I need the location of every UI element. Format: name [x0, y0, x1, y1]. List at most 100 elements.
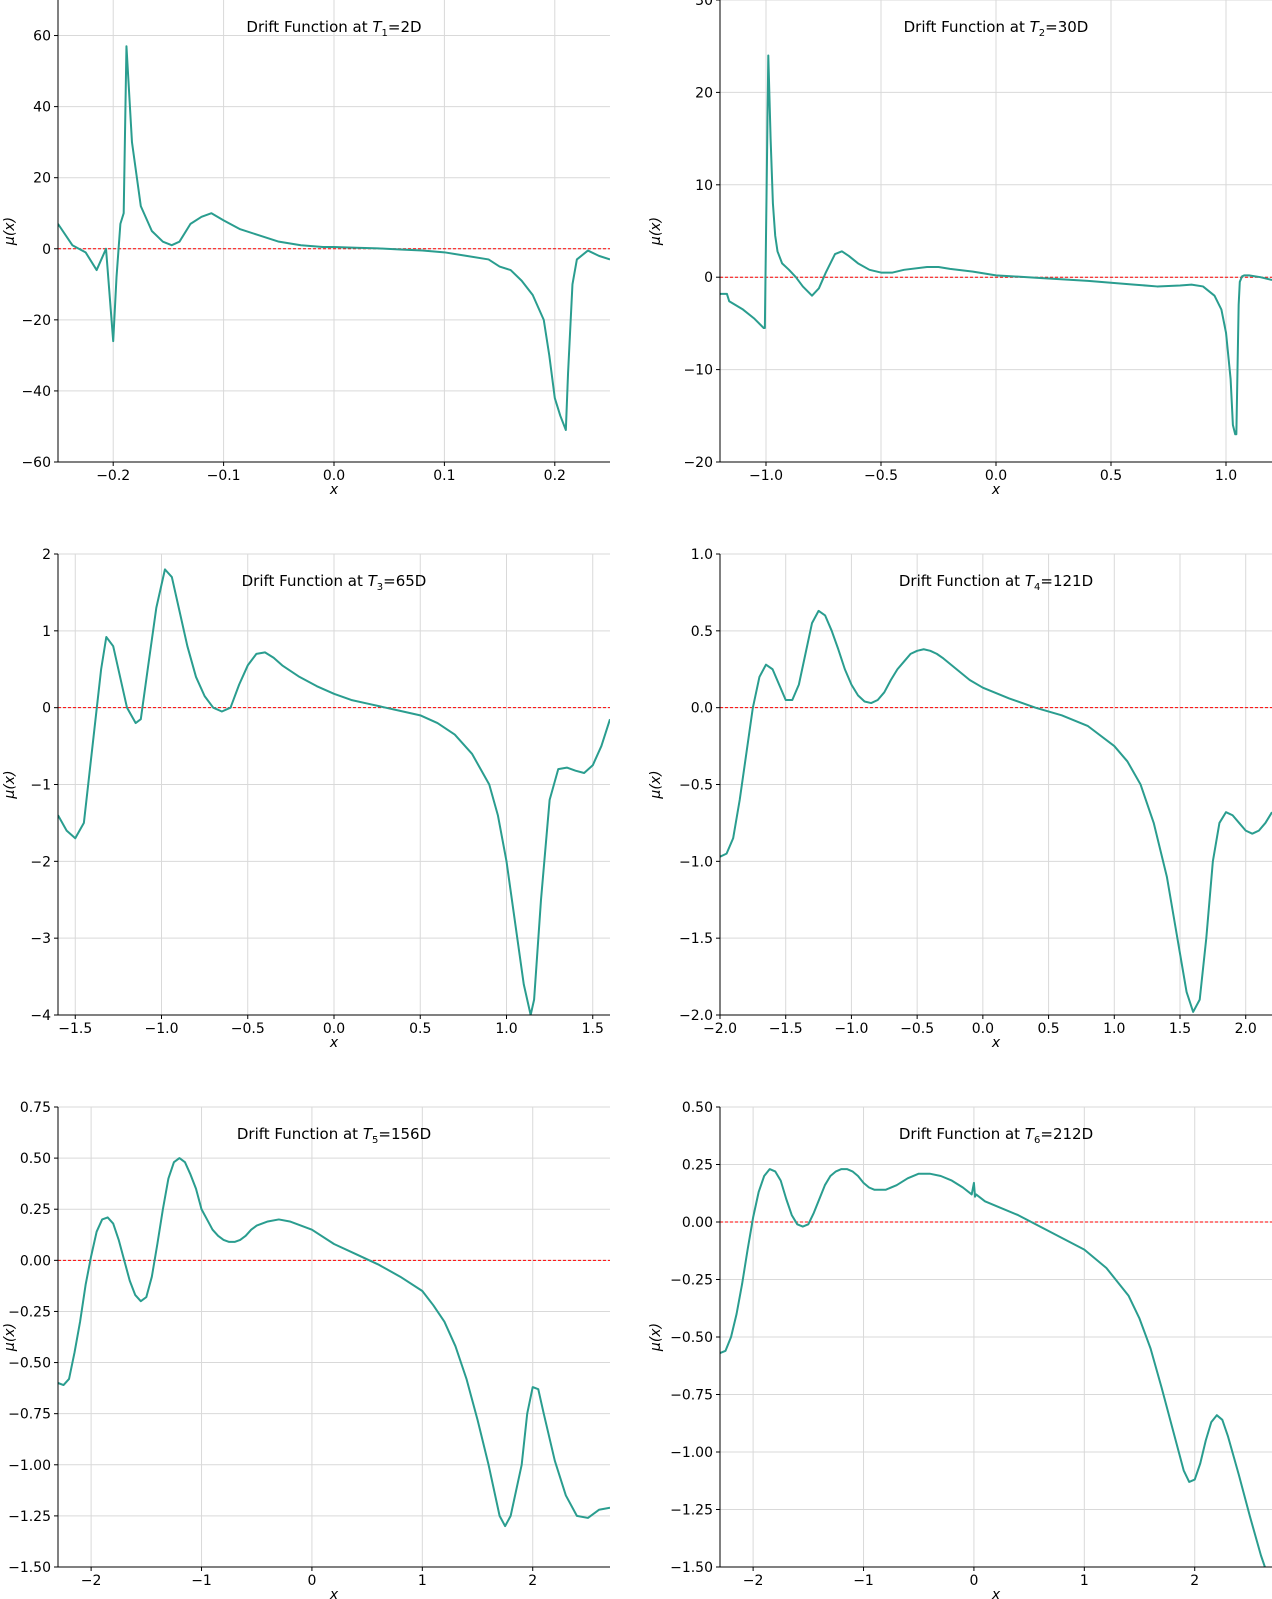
x-axis-label: x	[329, 482, 339, 498]
chart-title: Drift Function at T1=2D	[246, 18, 421, 39]
x-tick-label: 0	[307, 1573, 316, 1589]
y-tick-label: 1.0	[691, 547, 713, 563]
y-tick-label: −0.50	[8, 1356, 51, 1372]
y-tick-label: −1.00	[670, 1445, 713, 1461]
chart-panel-6: −2 −1 0 1 2 −1.50 −1.25 −1.00 −0.75 −0.50 −0.25 0.0…	[648, 1100, 1272, 1599]
y-axis-label: μ(x)	[2, 1323, 18, 1352]
x-tick-label: −0.2	[96, 468, 130, 484]
y-axis-label: μ(x)	[648, 217, 664, 246]
x-tick-label: −2	[81, 1573, 102, 1589]
x-tick-label: −1.5	[769, 1021, 803, 1037]
y-tick-label: 60	[33, 29, 51, 45]
y-tick-label: 20	[33, 171, 51, 187]
y-tick-label: 30	[695, 0, 713, 9]
x-tick-label: −1.5	[58, 1021, 92, 1037]
y-tick-label: −2	[30, 854, 51, 870]
x-axis-label: x	[329, 1035, 339, 1051]
y-axis-label: μ(x)	[648, 770, 664, 799]
x-tick-label: 1.0	[495, 1021, 517, 1037]
y-tick-label: 10	[695, 178, 713, 194]
x-tick-label: 2	[528, 1573, 537, 1589]
grid	[58, 1106, 610, 1568]
y-tick-label: 0.5	[691, 624, 713, 640]
chart-title: Drift Function at T4=121D	[899, 572, 1093, 593]
x-tick-label: 1.5	[1169, 1021, 1191, 1037]
chart-title: Drift Function at T6=212D	[899, 1125, 1093, 1146]
y-tick-label: 0.50	[682, 1100, 713, 1116]
grid	[719, 553, 1272, 1016]
x-tick-label: 0.5	[409, 1021, 431, 1037]
y-tick-label: −60	[21, 455, 51, 471]
chart-title: Drift Function at T3=65D	[242, 572, 427, 593]
y-tick-label: −0.5	[679, 778, 713, 794]
x-tick-label: 0	[969, 1573, 978, 1589]
drift-curve	[720, 1168, 1266, 1567]
y-tick-label: −2.0	[679, 1008, 713, 1024]
x-tick-label: −1.0	[749, 468, 783, 484]
chart-panel-2: −1.0 −0.5 0.0 0.5 1.0 −20 −10 0 10 20 30 x μ(x) Drift…	[648, 0, 1272, 498]
y-tick-label: −0.75	[8, 1407, 51, 1423]
x-tick-label: 0.2	[544, 468, 566, 484]
x-tick-label: 1.5	[582, 1021, 604, 1037]
chart-panel-5: −2 −1 0 1 2 −1.50 −1.25 −1.00 −0.75 −0.50 −0.25 0.0…	[2, 1100, 610, 1599]
y-tick-label: −1.0	[679, 854, 713, 870]
y-tick-label: −1.50	[670, 1560, 713, 1576]
x-tick-label: −1.0	[834, 1021, 868, 1037]
y-tick-label: −0.25	[8, 1304, 51, 1320]
drift-curve	[58, 45, 610, 432]
x-tick-label: 2	[1190, 1573, 1199, 1589]
x-tick-label: 0.0	[323, 1021, 345, 1037]
x-tick-label: 0.1	[433, 468, 455, 484]
x-tick-label: −2	[743, 1573, 764, 1589]
y-tick-label: −1.00	[8, 1458, 51, 1474]
x-tick-label: 0.5	[1100, 468, 1122, 484]
drift-curve	[58, 1157, 610, 1528]
grid	[720, 0, 1272, 463]
y-tick-label: −1.5	[679, 931, 713, 947]
y-tick-label: 40	[33, 100, 51, 116]
y-tick-label: 0.00	[682, 1215, 713, 1231]
y-tick-label: −0.25	[670, 1273, 713, 1289]
chart-panel-1: −0.2 −0.1 0.0 0.1 0.2 −60 −40 −20 0 20 40 60 x μ(x) Dr…	[2, 0, 610, 498]
x-tick-label: −1.0	[145, 1021, 179, 1037]
y-tick-label: −1	[30, 778, 51, 794]
chart-title: Drift Function at T5=156D	[237, 1125, 431, 1146]
x-tick-label: 0.0	[985, 468, 1007, 484]
y-tick-label: 1	[42, 624, 51, 640]
x-tick-label: −0.5	[231, 1021, 265, 1037]
drift-curve	[58, 568, 610, 1015]
x-tick-label: 0.5	[1037, 1021, 1059, 1037]
chart-panel-4: −2.0 −1.5 −1.0 −0.5 0.0 0.5 1.0 1.5 2.0 −2.0 −1.5 −…	[648, 547, 1272, 1051]
x-tick-label: 0.0	[972, 1021, 994, 1037]
x-tick-label: 1	[1080, 1573, 1089, 1589]
x-tick-label: 1	[418, 1573, 427, 1589]
y-tick-label: 0	[42, 701, 51, 717]
y-axis-label: μ(x)	[648, 1323, 664, 1352]
drift-curve	[720, 54, 1272, 436]
x-axis-label: x	[329, 1587, 339, 1599]
y-axis-label: μ(x)	[2, 770, 18, 799]
drift-curve	[720, 609, 1272, 1013]
x-tick-label: 1.0	[1103, 1021, 1125, 1037]
x-tick-label: −1	[853, 1573, 874, 1589]
y-tick-label: 0.25	[682, 1158, 713, 1174]
y-tick-label: 0.00	[20, 1253, 51, 1269]
x-tick-label: 0.0	[323, 468, 345, 484]
grid	[720, 1106, 1272, 1568]
x-tick-label: −1	[191, 1573, 212, 1589]
x-axis-label: x	[991, 482, 1001, 498]
x-axis-label: x	[991, 1035, 1001, 1051]
x-tick-label: −0.5	[864, 468, 898, 484]
chart-title: Drift Function at T2=30D	[904, 18, 1089, 39]
y-tick-label: 0.0	[691, 701, 713, 717]
y-tick-label: 20	[695, 85, 713, 101]
grid	[58, 0, 610, 463]
y-tick-label: 0.50	[20, 1151, 51, 1167]
y-tick-label: 2	[42, 547, 51, 563]
y-tick-label: 0.75	[20, 1100, 51, 1116]
y-tick-label: −1.50	[8, 1560, 51, 1576]
x-tick-label: 1.0	[1215, 468, 1237, 484]
y-axis-label: μ(x)	[2, 217, 18, 246]
x-tick-label: 2.0	[1235, 1021, 1257, 1037]
